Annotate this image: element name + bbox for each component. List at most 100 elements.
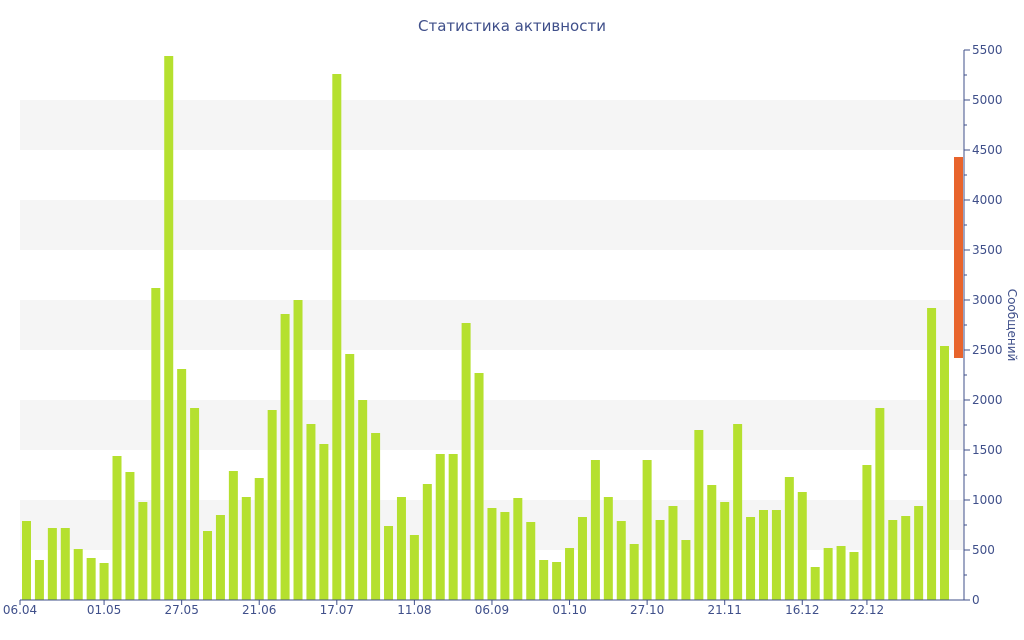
x-tick-label: 11.08 bbox=[397, 603, 431, 617]
bar bbox=[384, 526, 394, 600]
bar bbox=[771, 510, 781, 600]
bar bbox=[60, 528, 70, 600]
bar bbox=[267, 410, 277, 600]
bar bbox=[862, 465, 872, 600]
bar bbox=[914, 506, 924, 600]
bar bbox=[539, 560, 549, 600]
y-tick-label: 2000 bbox=[972, 393, 1003, 407]
bar bbox=[203, 531, 213, 600]
bar bbox=[746, 517, 756, 600]
bar bbox=[396, 497, 406, 600]
y-axis-ticks: 0 500 1000 1500 2000 2500 3000 3500 4000 4500 5000… bbox=[964, 43, 1003, 607]
x-axis-ticks: 06.04 01.05 27.05 21.06 17.07 11.08 06.09 01.10… bbox=[3, 600, 884, 617]
bar bbox=[151, 288, 161, 600]
x-tick-label: 16.12 bbox=[785, 603, 819, 617]
y-tick-label: 1000 bbox=[972, 493, 1003, 507]
bar bbox=[190, 408, 200, 600]
y-tick-label: 4500 bbox=[972, 143, 1003, 157]
bar bbox=[409, 535, 419, 600]
bar bbox=[47, 528, 57, 600]
bar bbox=[345, 354, 355, 600]
bar bbox=[487, 508, 497, 600]
y-tick-label: 1500 bbox=[972, 443, 1003, 457]
bar bbox=[125, 472, 135, 600]
bar bbox=[474, 373, 484, 600]
bar bbox=[332, 74, 342, 600]
bar bbox=[358, 400, 368, 600]
y-tick-label: 4000 bbox=[972, 193, 1003, 207]
bar bbox=[164, 56, 174, 600]
bar bbox=[694, 430, 704, 600]
x-tick-label: 27.05 bbox=[164, 603, 198, 617]
bar bbox=[875, 408, 885, 600]
bar bbox=[927, 308, 937, 600]
bar bbox=[681, 540, 691, 600]
x-tick-label: 22.12 bbox=[850, 603, 884, 617]
x-tick-label: 06.09 bbox=[475, 603, 509, 617]
bar bbox=[280, 314, 290, 600]
bar bbox=[758, 510, 768, 600]
bar bbox=[99, 563, 109, 600]
grid-bands bbox=[20, 100, 964, 550]
y-tick-label: 2500 bbox=[972, 343, 1003, 357]
y-tick-label: 3000 bbox=[972, 293, 1003, 307]
bar bbox=[836, 546, 846, 600]
bar bbox=[629, 544, 639, 600]
chart-title: Статистика активности bbox=[418, 17, 606, 35]
bar bbox=[86, 558, 96, 600]
bar bbox=[34, 560, 44, 600]
bar bbox=[603, 497, 613, 600]
bar bbox=[784, 477, 794, 600]
x-tick-label: 27.10 bbox=[630, 603, 664, 617]
y-tick-label: 500 bbox=[972, 543, 995, 557]
bar bbox=[888, 520, 898, 600]
grid-band bbox=[20, 400, 964, 450]
bar bbox=[823, 548, 833, 600]
bar bbox=[73, 549, 83, 600]
bar bbox=[461, 323, 471, 600]
bar bbox=[642, 460, 652, 600]
bar bbox=[228, 471, 238, 600]
bar bbox=[526, 522, 536, 600]
bar bbox=[22, 521, 31, 600]
x-tick-label: 06.04 bbox=[3, 603, 37, 617]
bar bbox=[500, 512, 510, 600]
bar bbox=[552, 562, 562, 600]
bar bbox=[371, 433, 381, 600]
bar bbox=[616, 521, 626, 600]
bar bbox=[306, 424, 316, 600]
bar bbox=[733, 424, 743, 600]
bar bbox=[177, 369, 187, 600]
bar bbox=[215, 515, 225, 600]
y-tick-label: 5000 bbox=[972, 93, 1003, 107]
highlight-range-bar bbox=[954, 157, 963, 358]
bar bbox=[810, 567, 820, 600]
bar bbox=[901, 516, 911, 600]
bar bbox=[513, 498, 523, 600]
bar bbox=[655, 520, 665, 600]
x-tick-label: 01.05 bbox=[87, 603, 121, 617]
y-tick-label: 3500 bbox=[972, 243, 1003, 257]
bar bbox=[254, 478, 264, 600]
bar bbox=[448, 454, 458, 600]
bar bbox=[241, 497, 251, 600]
y-axis-label: Сообщений bbox=[1005, 289, 1019, 362]
y-tick-label: 0 bbox=[972, 593, 980, 607]
x-tick-label: 17.07 bbox=[320, 603, 354, 617]
x-tick-label: 01.10 bbox=[552, 603, 586, 617]
bar bbox=[577, 517, 587, 600]
x-tick-label: 21.11 bbox=[708, 603, 742, 617]
bar bbox=[112, 456, 122, 600]
bar bbox=[720, 502, 730, 600]
bar bbox=[590, 460, 600, 600]
bar bbox=[319, 444, 329, 600]
bar bbox=[293, 300, 303, 600]
bar bbox=[668, 506, 678, 600]
bar bbox=[707, 485, 717, 600]
bar bbox=[849, 552, 859, 600]
bars-group bbox=[22, 56, 949, 600]
bar bbox=[435, 454, 445, 600]
bar bbox=[565, 548, 575, 600]
